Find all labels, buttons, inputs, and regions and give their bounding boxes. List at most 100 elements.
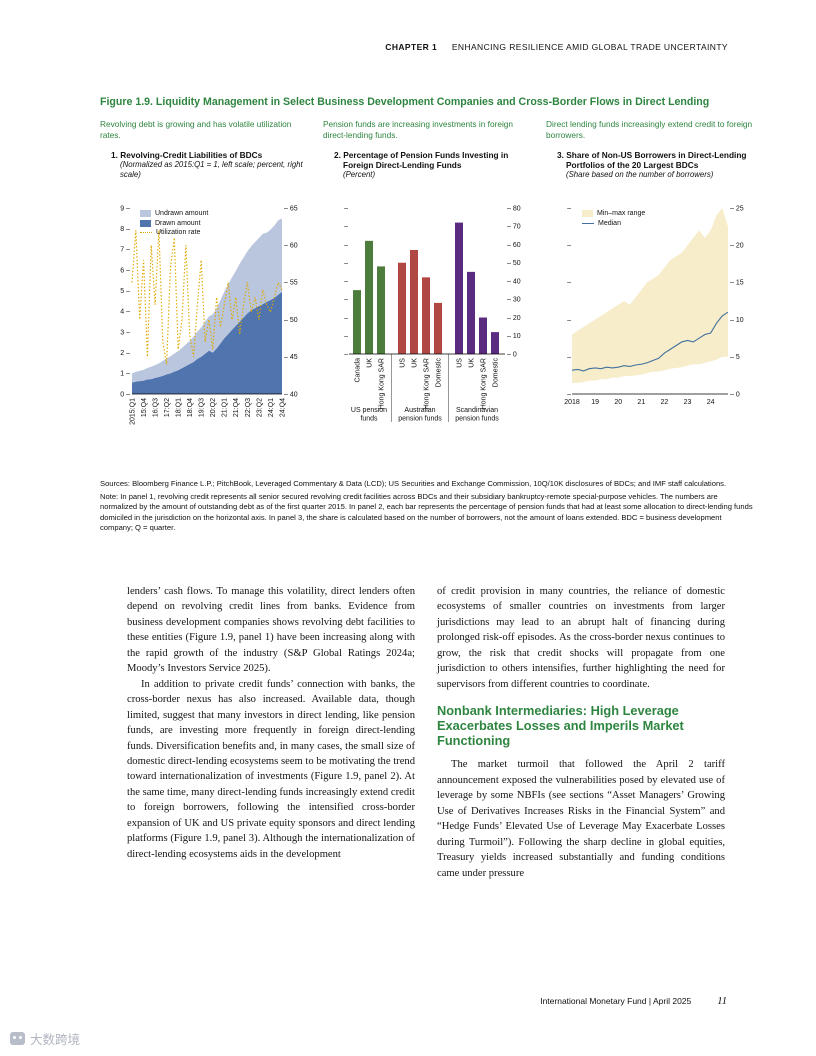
panel-3-subtitle: (Share based on the number of borrowers) [566, 170, 714, 180]
drawn-swatch [140, 219, 151, 227]
figure-sources: Sources: Bloomberg Finance L.P.; PitchBo… [100, 479, 727, 489]
svg-text:18:Q4: 18:Q4 [187, 398, 194, 417]
panel-1-subtitle: (Normalized as 2015:Q1 = 1, left scale; … [120, 160, 303, 179]
svg-text:– 15: – 15 [730, 280, 744, 287]
svg-text:– 10: – 10 [507, 333, 521, 340]
svg-text:7 –: 7 – [120, 247, 130, 254]
svg-text:6 –: 6 – [120, 268, 130, 275]
minmax-swatch [582, 210, 593, 218]
svg-text:UK: UK [411, 358, 418, 368]
svg-text:–: – [567, 392, 571, 399]
body-text: lenders’ cash flows. To manage this vola… [127, 584, 725, 881]
svg-text:1 –: 1 – [120, 371, 130, 378]
svg-text:– 0: – 0 [730, 392, 740, 399]
svg-text:21:Q1: 21:Q1 [222, 398, 229, 417]
min-max-range-area [572, 208, 728, 384]
svg-text:– 10: – 10 [730, 317, 744, 324]
svg-text:2 –: 2 – [120, 350, 130, 357]
bar-canada [353, 290, 361, 355]
undrawn-swatch [140, 210, 151, 218]
svg-text:23: 23 [684, 399, 692, 406]
svg-text:– 5: – 5 [730, 354, 740, 361]
bar-hong-kong-sar [422, 277, 430, 355]
panel-1-lede: Revolving debt is growing and has volati… [100, 119, 292, 141]
svg-text:24:Q4: 24:Q4 [279, 398, 286, 417]
svg-text:Hong Kong SAR: Hong Kong SAR [423, 358, 430, 409]
svg-text:–: – [567, 206, 571, 213]
panel-1-title: 1. Revolving-Credit Liabilities of BDCs [111, 150, 263, 161]
svg-text:pension funds: pension funds [398, 416, 442, 423]
svg-text:UK: UK [366, 358, 373, 368]
svg-text:–: – [344, 315, 348, 322]
svg-text:20: 20 [614, 399, 622, 406]
svg-text:23:Q2: 23:Q2 [256, 398, 263, 417]
svg-text:Hong Kong SAR: Hong Kong SAR [480, 358, 487, 409]
footer-publisher: International Monetary Fund | April 2025 [540, 996, 692, 1006]
body-column-left: lenders’ cash flows. To manage this vola… [127, 584, 415, 881]
median-label: Median [598, 219, 621, 227]
svg-text:18:Q1: 18:Q1 [176, 398, 183, 417]
paragraph: In addition to private credit funds’ con… [127, 678, 415, 860]
svg-text:21:Q4: 21:Q4 [233, 398, 240, 417]
pension-funds-bar-chart: – – 0 – – 10 – – 20 – – 30 – – 40 – – 50 – – 60 – – 70 –… [344, 206, 521, 423]
svg-text:– 70: – 70 [507, 224, 521, 231]
revolving-credit-chart: 0 – 1 – 2 – 3 – 4 – 5 – 6 – 7 – 8 – 9 – – 40 – 45 – … [120, 206, 298, 426]
svg-text:–: – [344, 352, 348, 359]
panel-3-legend: Min–max range Median [582, 210, 645, 229]
panel-1-revolving-credit: Revolving debt is growing and has volati… [100, 119, 310, 471]
svg-text:–: – [344, 333, 348, 340]
panel-1-chart-area: 0 – 1 – 2 – 3 – 4 – 5 – 6 – 7 – 8 – 9 – – 40 – 45 – … [100, 194, 310, 471]
panel-3-title: 3. Share of Non-US Borrowers in Direct-L… [557, 150, 747, 171]
panel-1-legend: Undrawn amount Drawn amount Utilization … [140, 210, 208, 239]
watermark-logo-icon [10, 1032, 25, 1045]
svg-text:Canada: Canada [354, 358, 361, 383]
figure-note: Note: In panel 1, revolving credit repre… [100, 491, 753, 533]
svg-text:– 40: – 40 [284, 392, 298, 399]
paragraph: The market turmoil that followed the Apr… [437, 759, 725, 879]
svg-text:19:Q3: 19:Q3 [199, 398, 206, 417]
median-line [571, 311, 729, 372]
panel-2-heading: 2. Percentage of Pension Funds Investing… [334, 150, 533, 194]
bar-uk [410, 250, 418, 355]
svg-text:–: – [344, 297, 348, 304]
paragraph: lenders’ cash flows. To manage this vola… [127, 586, 415, 675]
svg-text:US pension: US pension [351, 407, 387, 414]
svg-text:2015:Q1: 2015:Q1 [129, 398, 136, 425]
svg-text:– 60: – 60 [284, 243, 298, 250]
svg-text:22: 22 [661, 399, 669, 406]
svg-text:– 60: – 60 [507, 242, 521, 249]
watermark-text: 大数跨境 [30, 1033, 81, 1047]
bar-hong-kong-sar [377, 266, 385, 355]
svg-text:16:Q3: 16:Q3 [152, 398, 159, 417]
svg-text:US: US [399, 358, 406, 368]
svg-text:–: – [344, 279, 348, 286]
median-swatch [582, 222, 594, 224]
svg-text:funds: funds [360, 416, 378, 423]
utilization-line [131, 230, 283, 365]
figure-1-9: Figure 1.9. Liquidity Management in Sele… [100, 96, 756, 534]
svg-text:– 25: – 25 [730, 206, 744, 213]
svg-text:17:Q2: 17:Q2 [164, 398, 171, 417]
legend-item-utilization: Utilization rate [140, 229, 208, 236]
svg-text:5 –: 5 – [120, 288, 130, 295]
bar-domestic [434, 303, 442, 355]
panel-2-chart-area: – – 0 – – 10 – – 20 – – 30 – – 40 – – 50 – – 60 – – 70 –… [323, 194, 533, 471]
svg-text:–: – [344, 224, 348, 231]
svg-text:0 –: 0 – [120, 392, 130, 399]
legend-item-minmax: Min–max range [582, 210, 646, 218]
bar-hong-kong-sar [479, 317, 487, 355]
figure-title: Figure 1.9. Liquidity Management in Sele… [100, 96, 710, 108]
svg-text:22:Q3: 22:Q3 [245, 398, 252, 417]
svg-text:Australian: Australian [404, 407, 435, 414]
svg-text:8 –: 8 – [120, 226, 130, 233]
svg-text:–: – [344, 206, 348, 213]
watermark: 大数跨境 [10, 1029, 80, 1048]
svg-text:4 –: 4 – [120, 309, 130, 316]
minmax-label: Min–max range [597, 210, 646, 218]
svg-text:2018: 2018 [564, 399, 580, 406]
legend-item-undrawn: Undrawn amount [140, 210, 208, 218]
svg-text:– 30: – 30 [507, 297, 521, 304]
svg-text:Hong Kong SAR: Hong Kong SAR [378, 358, 385, 409]
undrawn-area [132, 218, 282, 383]
